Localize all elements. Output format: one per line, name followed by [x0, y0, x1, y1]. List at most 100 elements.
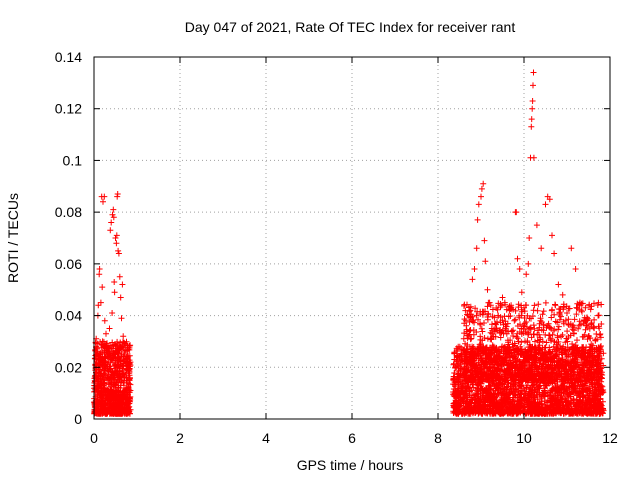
data-point — [473, 245, 480, 252]
data-point — [455, 397, 462, 404]
data-point — [480, 407, 487, 414]
data-point — [475, 316, 481, 323]
data-point — [460, 395, 467, 402]
data-point — [590, 362, 597, 369]
data-point — [597, 334, 604, 341]
data-point — [125, 344, 131, 351]
y-tick-label: 0.04 — [55, 308, 82, 324]
data-point — [122, 372, 128, 378]
data-point — [452, 403, 459, 410]
data-point — [477, 371, 484, 378]
data-point — [510, 408, 516, 415]
data-point — [512, 382, 519, 389]
data-point — [552, 370, 559, 376]
data-point — [498, 392, 505, 399]
data-point — [106, 363, 113, 370]
data-point — [503, 384, 510, 391]
data-point — [591, 386, 598, 393]
data-point — [553, 398, 560, 405]
data-point — [504, 361, 511, 368]
data-point — [547, 336, 554, 343]
data-point — [494, 318, 500, 325]
data-point — [463, 345, 470, 352]
data-point — [515, 338, 522, 345]
data-point — [526, 341, 533, 348]
data-point — [568, 358, 575, 365]
data-point — [534, 307, 541, 314]
data-point — [489, 330, 495, 337]
data-point — [530, 331, 537, 338]
data-point — [582, 304, 589, 311]
data-point — [464, 356, 470, 363]
data-point — [95, 302, 102, 309]
data-point — [474, 382, 481, 388]
data-point — [92, 352, 99, 359]
data-point — [508, 328, 515, 335]
data-point — [569, 350, 575, 357]
data-point — [529, 410, 536, 417]
data-point — [559, 405, 566, 412]
data-point — [456, 353, 463, 360]
data-point — [496, 401, 503, 408]
data-point — [523, 271, 530, 278]
data-point — [112, 393, 119, 399]
data-point — [537, 409, 544, 416]
data-point — [529, 105, 536, 112]
data-point — [117, 294, 124, 301]
data-point — [560, 301, 567, 308]
data-point — [490, 402, 497, 409]
data-point — [584, 394, 591, 401]
data-point — [503, 354, 510, 361]
chart-title: Day 047 of 2021, Rate Of TEC Index for r… — [185, 19, 516, 35]
data-point — [535, 327, 541, 334]
data-point — [96, 271, 103, 278]
x-tick-label: 2 — [176, 430, 184, 446]
data-point — [539, 338, 546, 345]
data-point — [124, 395, 131, 402]
data-point — [594, 405, 601, 411]
data-point — [484, 286, 491, 293]
data-point — [115, 250, 122, 257]
data-point — [550, 355, 557, 362]
data-point — [529, 98, 536, 104]
data-point — [485, 311, 492, 318]
data-point — [474, 216, 481, 223]
data-point — [567, 393, 574, 400]
data-point — [120, 399, 127, 405]
data-point — [498, 404, 505, 411]
data-point — [596, 356, 603, 362]
data-point — [125, 361, 132, 368]
data-point — [97, 299, 104, 306]
data-point — [452, 399, 459, 405]
data-point — [506, 351, 512, 357]
data-point — [595, 323, 602, 330]
data-point — [528, 362, 535, 369]
data-point — [520, 326, 527, 333]
data-point — [459, 396, 466, 403]
data-point — [477, 366, 484, 373]
data-point — [537, 360, 543, 367]
data-point — [467, 394, 474, 401]
data-point — [465, 384, 472, 391]
data-point — [548, 314, 555, 321]
data-point — [562, 409, 569, 416]
data-point — [480, 389, 487, 396]
data-point — [488, 350, 495, 357]
data-point — [453, 406, 460, 413]
data-point — [552, 302, 559, 309]
data-point — [549, 306, 556, 313]
data-point — [589, 357, 596, 364]
data-point — [554, 406, 561, 413]
data-point — [599, 388, 606, 395]
data-point — [552, 352, 559, 359]
data-point — [478, 185, 485, 192]
data-point — [470, 404, 477, 411]
data-point — [558, 313, 564, 320]
data-point — [464, 376, 470, 383]
data-point — [110, 206, 117, 213]
data-point — [558, 345, 565, 352]
data-point — [494, 382, 501, 389]
data-point — [101, 317, 108, 324]
data-point — [574, 337, 580, 344]
